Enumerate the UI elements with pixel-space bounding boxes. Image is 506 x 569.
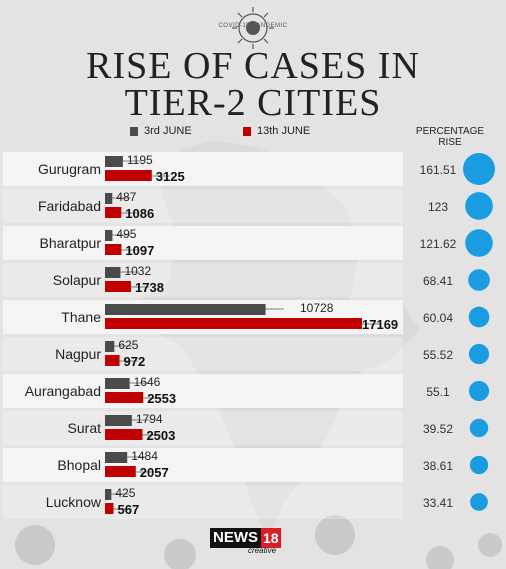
legend-item-s2: 13th JUNE — [243, 125, 310, 137]
percentage-bubble — [468, 306, 490, 328]
percentage-value: 39.52 — [423, 422, 453, 436]
value-label-13th-june: 17169 — [362, 317, 398, 332]
covid-badge-icon — [232, 7, 274, 49]
value-label-3rd-june: 425 — [115, 486, 135, 500]
legend-label-s1: 3rd JUNE — [144, 125, 192, 137]
city-label: Surat — [68, 420, 102, 436]
badge-text: COVID-19 PANDEMIC — [218, 23, 288, 29]
value-label-3rd-june: 487 — [116, 190, 136, 204]
bar-13th-june — [105, 207, 122, 218]
legend-label-s2: 13th JUNE — [257, 125, 311, 137]
percentage-header-line2: RISE — [438, 137, 462, 148]
bar-3rd-june — [105, 378, 130, 389]
percentage-header-line1: PERCENTAGE — [415, 126, 485, 137]
legend-swatch-s1 — [130, 126, 138, 136]
percentage-bubble — [463, 153, 495, 185]
percentage-bubble — [468, 343, 490, 365]
legend-item-s1: 3rd JUNE — [130, 125, 192, 137]
bar-13th-june — [105, 244, 122, 255]
percentage-value: 123 — [428, 200, 448, 214]
row-band — [3, 337, 403, 371]
bar-13th-june — [105, 318, 362, 329]
row-band — [3, 485, 403, 519]
logo-num: 18 — [261, 528, 281, 548]
percentage-value: 121.62 — [420, 237, 457, 251]
value-label-3rd-june: 1032 — [124, 264, 151, 278]
percentage-value: 68.41 — [423, 274, 453, 288]
percentage-value: 161.51 — [420, 163, 457, 177]
percentage-bubble — [468, 380, 490, 402]
row-band — [3, 152, 403, 186]
value-label-3rd-june: 1195 — [127, 153, 153, 167]
percentage-value: 60.04 — [423, 311, 453, 325]
city-label: Nagpur — [55, 346, 101, 362]
bar-13th-june — [105, 503, 114, 514]
value-label-13th-june: 2057 — [140, 465, 169, 480]
chart-title-line2: TIER-2 CITIES — [124, 82, 382, 124]
percentage-bubble — [465, 192, 493, 220]
percentage-bubble — [469, 418, 489, 438]
bar-3rd-june — [105, 230, 113, 241]
bar-13th-june — [105, 429, 143, 440]
bar-3rd-june — [105, 415, 132, 426]
bar-3rd-june — [105, 304, 266, 315]
row-band — [3, 189, 403, 223]
city-label: Faridabad — [38, 198, 101, 214]
city-label: Thane — [61, 309, 101, 325]
logo-main: NEWS — [210, 528, 261, 548]
row-band — [3, 411, 403, 445]
value-label-13th-june: 1097 — [125, 243, 154, 258]
value-label-13th-june: 972 — [124, 354, 146, 369]
value-label-3rd-june: 10728 — [300, 301, 334, 315]
value-label-13th-june: 2553 — [147, 391, 176, 406]
bar-3rd-june — [105, 489, 112, 500]
news18-logo: NEWS 18 — [210, 528, 281, 548]
bar-3rd-june — [105, 193, 113, 204]
percentage-value: 55.1 — [426, 385, 450, 399]
bar-3rd-june — [105, 341, 115, 352]
percentage-bubble — [470, 493, 488, 511]
city-label: Bhopal — [57, 457, 101, 473]
value-label-3rd-june: 1484 — [131, 449, 158, 463]
bar-13th-june — [105, 466, 136, 477]
logo-sub: creative — [248, 546, 277, 555]
bar-13th-june — [105, 170, 152, 181]
value-label-13th-june: 2503 — [146, 428, 175, 443]
city-label: Bharatpur — [40, 235, 102, 251]
percentage-value: 38.61 — [423, 459, 453, 473]
value-label-13th-june: 567 — [117, 502, 139, 517]
percentage-bubble — [469, 455, 489, 475]
city-label: Lucknow — [46, 494, 102, 510]
bar-3rd-june — [105, 156, 123, 167]
value-label-3rd-june: 1794 — [136, 412, 163, 426]
bar-13th-june — [105, 281, 132, 292]
city-label: Solapur — [53, 272, 102, 288]
bar-3rd-june — [105, 452, 128, 463]
value-label-13th-june: 1738 — [135, 280, 164, 295]
chart-title-line1: RISE OF CASES IN — [86, 45, 420, 87]
city-label: Gurugram — [38, 161, 101, 177]
value-label-13th-june: 3125 — [156, 169, 185, 184]
value-label-3rd-june: 1646 — [134, 375, 161, 389]
percentage-bubble — [468, 269, 490, 291]
value-label-3rd-june: 495 — [116, 227, 136, 241]
bar-13th-june — [105, 355, 120, 366]
value-label-3rd-june: 625 — [118, 338, 138, 352]
row-band — [3, 226, 403, 260]
percentage-header: PERCENTAGE RISE — [405, 126, 495, 148]
city-label: Aurangabad — [25, 383, 101, 399]
row-band — [3, 374, 403, 408]
row-band — [3, 448, 403, 482]
value-label-13th-june: 1086 — [125, 206, 154, 221]
virus-decorations — [15, 515, 502, 569]
percentage-value: 55.52 — [423, 348, 453, 362]
legend-swatch-s2 — [243, 126, 251, 136]
row-band — [3, 263, 403, 297]
bar-13th-june — [105, 392, 144, 403]
percentage-value: 33.41 — [423, 496, 453, 510]
bar-3rd-june — [105, 267, 121, 278]
percentage-bubble — [465, 229, 493, 257]
